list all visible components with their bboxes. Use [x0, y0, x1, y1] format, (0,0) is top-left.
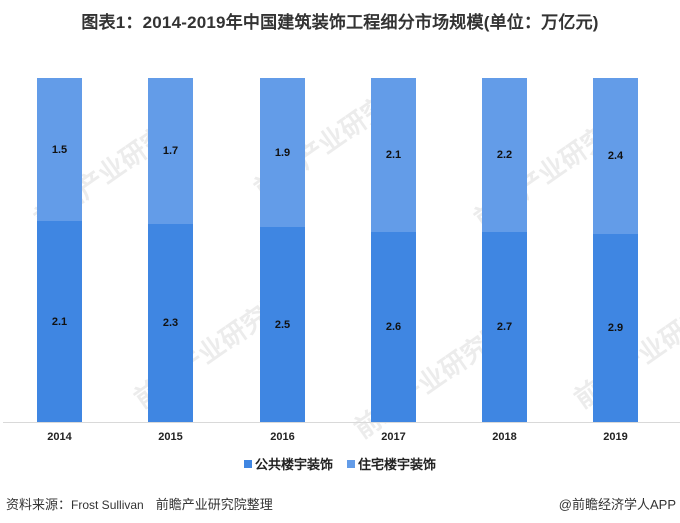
- x-tick-label: 2018: [492, 431, 517, 443]
- source-note: 资料来源：Frost Sullivan 前瞻产业研究院整理: [6, 494, 273, 513]
- x-tick-label: 2014: [47, 431, 72, 443]
- legend-label: 公共楼宇装饰: [254, 457, 333, 472]
- x-tick-label: 2016: [270, 431, 295, 443]
- bar-segment-residential[interactable]: 2.2: [482, 78, 527, 232]
- legend-item-public[interactable]: 公共楼宇装饰: [243, 454, 333, 473]
- bar-segment-residential[interactable]: 1.5: [37, 78, 82, 221]
- bar-segment-public[interactable]: 2.6: [371, 232, 416, 422]
- bar-segment-residential[interactable]: 2.1: [371, 78, 416, 232]
- x-tick-label: 2017: [381, 431, 406, 443]
- source-name: Frost Sullivan: [71, 498, 144, 512]
- bar-segment-public[interactable]: 2.5: [260, 227, 305, 422]
- bar-segment-residential[interactable]: 2.4: [593, 78, 638, 234]
- compiler-note: 前瞻产业研究院整理: [155, 497, 273, 512]
- bar-segment-residential[interactable]: 1.9: [260, 78, 305, 227]
- legend-swatch-icon: [347, 459, 355, 468]
- credit-note: @前瞻经济学人APP: [558, 497, 676, 512]
- x-axis-line: [3, 422, 680, 423]
- x-tick-label: 2015: [158, 431, 183, 443]
- bar-segment-public[interactable]: 2.1: [37, 221, 82, 422]
- legend-item-residential[interactable]: 住宅楼宇装饰: [347, 454, 436, 473]
- legend-label: 住宅楼宇装饰: [358, 457, 437, 472]
- bar-segment-public[interactable]: 2.9: [593, 234, 638, 422]
- bar-segment-public[interactable]: 2.7: [482, 232, 527, 422]
- legend-swatch-icon: [243, 459, 252, 468]
- x-tick-label: 2019: [603, 431, 628, 443]
- bar-segment-public[interactable]: 2.3: [148, 224, 193, 422]
- chart-title: 图表1：2014-2019年中国建筑装饰工程细分市场规模(单位：万亿元): [81, 13, 599, 32]
- chart-legend: 公共楼宇装饰 住宅楼宇装饰: [0, 454, 680, 473]
- source-label: 资料来源：: [6, 497, 72, 512]
- bar-segment-residential[interactable]: 1.7: [148, 78, 193, 224]
